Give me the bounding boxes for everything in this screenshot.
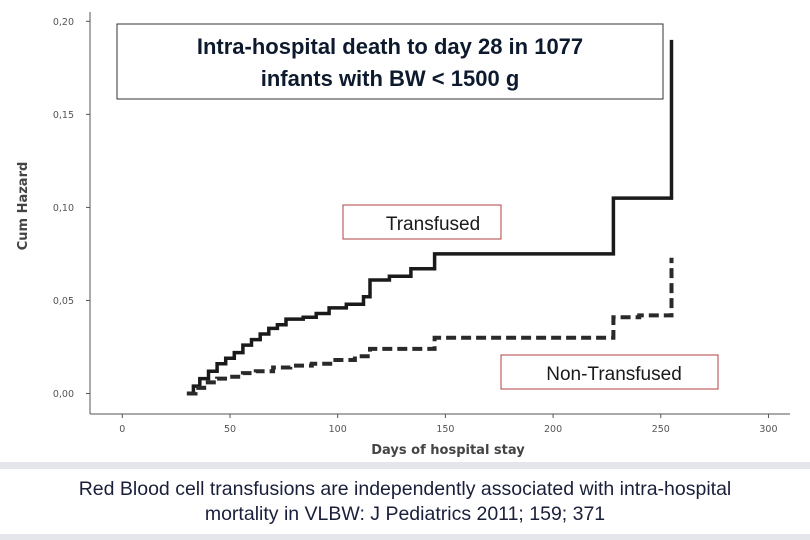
- x-tick-label: 0: [119, 424, 125, 435]
- caption-text: Red Blood cell transfusions are independ…: [78, 477, 732, 525]
- x-tick-label: 300: [759, 424, 777, 435]
- x-tick-label: 150: [436, 424, 454, 435]
- x-tick-label: 50: [224, 424, 236, 435]
- caption-band: Red Blood cell transfusions are independ…: [0, 462, 810, 540]
- non-transfused-label: Non-Transfused: [546, 364, 682, 385]
- y-tick-label: 0,05: [53, 296, 74, 307]
- x-tick-label: 250: [652, 424, 670, 435]
- y-tick-label: 0,20: [53, 17, 74, 28]
- x-axis: 0 50 100 150 200 250 300: [90, 413, 790, 435]
- y-tick-label: 0,00: [53, 389, 74, 400]
- title-box: [116, 23, 664, 100]
- transfused-label-box: [342, 204, 502, 240]
- chart-title-line-1: Intra-hospital death to day 28 in 1077: [197, 34, 583, 59]
- x-tick-label: 100: [329, 424, 347, 435]
- transfused-label: Transfused: [386, 214, 480, 235]
- y-axis-title: Cum Hazard: [16, 162, 31, 251]
- y-axis: 0,00 0,05 0,10 0,15 0,20: [53, 12, 91, 414]
- x-tick-label: 200: [544, 424, 562, 435]
- series-line-non-transfused: [186, 257, 674, 396]
- cumulative-hazard-chart: 0,000,050,100,150,20 0 50 100 150 200 250 300 …: [16, 12, 790, 458]
- y-tick-label: 0,10: [53, 203, 74, 214]
- y-tick-label: 0,15: [53, 110, 74, 121]
- non-transfused-label-box: [500, 354, 719, 390]
- x-axis-title: Days of hospital stay: [371, 443, 525, 458]
- series-layer: [186, 39, 674, 396]
- series-line-transfused: [186, 39, 674, 396]
- chart-title-line-2: infants with BW < 1500 g: [261, 66, 520, 91]
